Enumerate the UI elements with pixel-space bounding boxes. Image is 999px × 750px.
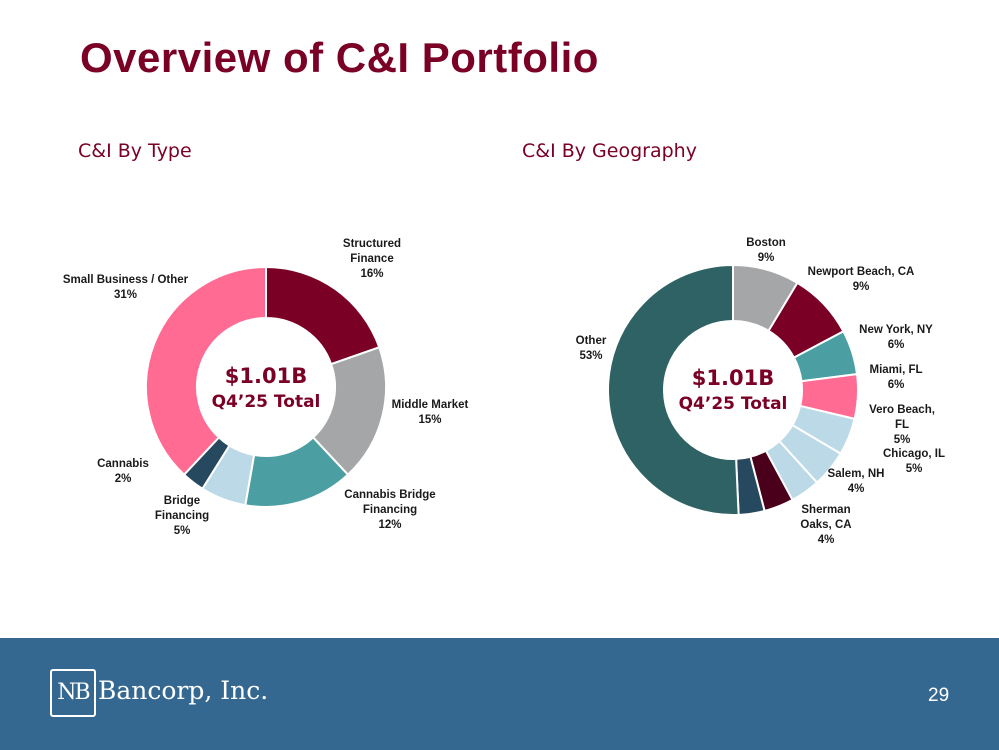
footer-bar	[0, 638, 999, 750]
slice-label-newport-beach-ca: Newport Beach, CA 9%	[796, 265, 926, 295]
slice-label-name: Oaks, CA	[800, 519, 852, 531]
slice-label-new-york-ny: New York, NY 6%	[846, 323, 946, 353]
slice-label-bridge-financing: Bridge Financing 5%	[140, 494, 224, 539]
slice-label-name: Financing	[362, 504, 418, 516]
slice-label-small-business-other: Small Business / Other 31%	[48, 273, 203, 303]
slice-label-value: 12%	[378, 519, 402, 531]
slice-label-value: 53%	[579, 350, 603, 362]
slice-label-name: FL	[894, 419, 910, 431]
center-total-by-type: $1.01B Q4’25 Total	[186, 362, 346, 414]
slice-label-value: 16%	[360, 268, 384, 280]
slice-other	[607, 263, 740, 516]
slice-label-name: Middle Market	[391, 399, 469, 411]
donut-chart-by-geography	[607, 263, 859, 516]
slice-label-structured-finance: Structured Finance 16%	[322, 237, 422, 282]
slice-label-name: Cannabis	[97, 458, 149, 470]
slice-label-value: 5%	[893, 434, 911, 446]
slice-label-value: 31%	[113, 289, 138, 301]
slice-label-name: Sherman	[801, 504, 851, 516]
slice-label-miami-fl: Miami, FL 6%	[856, 363, 936, 393]
slice-label-name: New York, NY	[859, 324, 933, 336]
slice-label-name: Newport Beach, CA	[807, 266, 915, 278]
center-value: $1.01B	[691, 366, 775, 390]
chart-title-by-type: C&I By Type	[78, 140, 192, 162]
slice-label-name: Small Business / Other	[62, 274, 189, 286]
slice-label-value: 4%	[847, 483, 865, 495]
center-total-by-geography: $1.01B Q4’25 Total	[653, 364, 813, 416]
slice-label-name: Structured	[342, 238, 402, 250]
slice-label-cannabis: Cannabis 2%	[85, 457, 161, 487]
slice-label-name: Bridge	[163, 495, 201, 507]
slice-label-value: 6%	[887, 379, 905, 391]
slice-label-name: Finance	[350, 253, 394, 265]
slice-label-value: 6%	[887, 339, 905, 351]
slice-label-value: 4%	[817, 534, 835, 546]
slice-label-value: 5%	[173, 525, 191, 537]
slice-label-value: 15%	[418, 414, 442, 426]
slice-label-other: Other 53%	[562, 334, 620, 364]
company-logo-mark: NB	[50, 669, 96, 717]
slice-label-salem-nh: Salem, NH 4%	[816, 467, 896, 497]
slice-label-name: Financing	[154, 510, 210, 522]
slice-small-business-other	[145, 265, 267, 477]
slice-label-name: Boston	[746, 237, 786, 249]
slice-label-name: Vero Beach,	[869, 404, 935, 416]
slice-label-middle-market: Middle Market 15%	[375, 398, 485, 428]
slice-label-value: 9%	[852, 281, 870, 293]
chart-title-by-geography: C&I By Geography	[522, 140, 697, 162]
page-number: 29	[928, 685, 950, 706]
donut-chart-by-type	[145, 265, 387, 508]
slice-label-vero-beach-fl: Vero Beach, FL 5%	[856, 403, 948, 448]
center-label: Q4’25 Total	[678, 394, 788, 414]
slice-label-chicago-il: Chicago, IL 5%	[873, 447, 955, 477]
slice-label-name: Salem, NH	[827, 468, 885, 480]
slice-label-value: 2%	[114, 473, 132, 485]
slice-label-name: Cannabis Bridge	[344, 489, 436, 501]
slice-label-sherman-oaks-ca: Sherman Oaks, CA 4%	[786, 503, 866, 548]
page-title: Overview of C&I Portfolio	[80, 34, 599, 81]
slice-label-name: Miami, FL	[869, 364, 923, 376]
center-label: Q4’25 Total	[211, 392, 321, 412]
slice-label-cannabis-bridge-financing: Cannabis Bridge Financing 12%	[330, 488, 450, 533]
company-logo-text: Bancorp, Inc.	[98, 676, 269, 705]
slice-label-value: 5%	[905, 463, 923, 475]
slice-label-name: Other	[575, 335, 607, 347]
slice-label-value: 9%	[757, 252, 775, 264]
center-value: $1.01B	[224, 364, 308, 388]
slice-label-boston: Boston 9%	[721, 236, 811, 266]
slice-label-name: Chicago, IL	[883, 448, 945, 460]
